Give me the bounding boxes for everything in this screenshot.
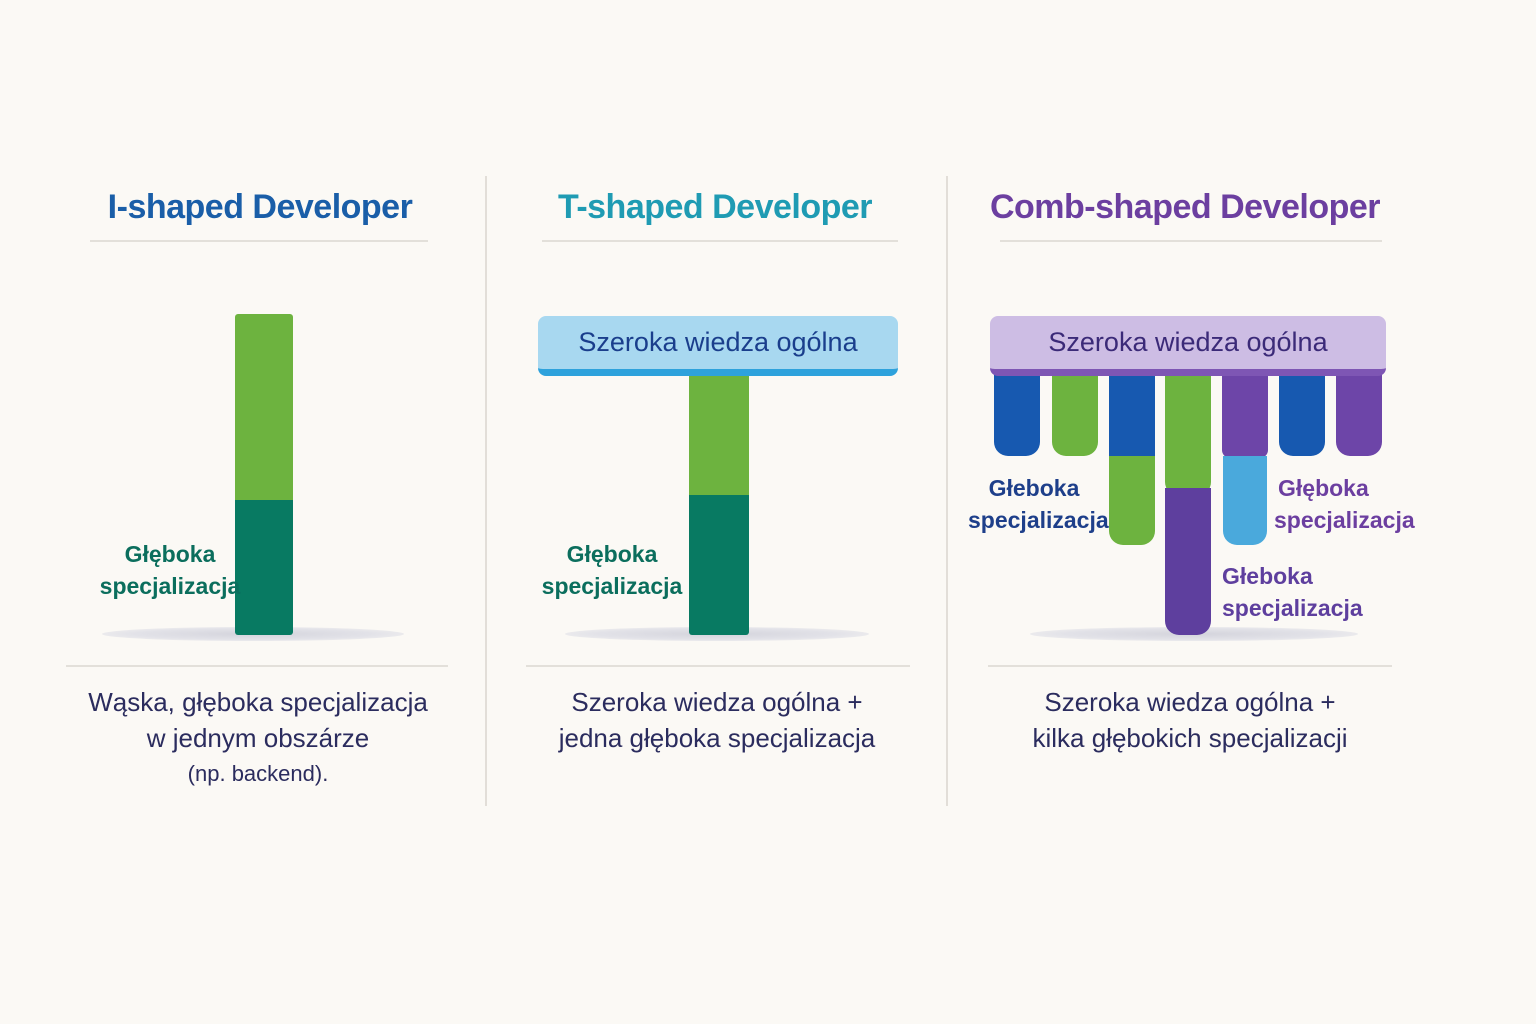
t-shaped-bar-label: Głęboka specjalizacja [527, 538, 697, 602]
i-shaped-bottom-rule [66, 665, 448, 667]
comb-label-left: Głeboka specjalizacja [968, 472, 1109, 536]
comb-label-center: Głeboka specjalizacja [1222, 560, 1363, 624]
t-shaped-title: T-shaped Developer [557, 188, 873, 226]
panel-divider-2 [946, 176, 948, 806]
comb-label-left-line1: Głeboka [988, 475, 1080, 501]
comb-shaped-general-knowledge-bar: Szeroka wiedza ogólna [990, 316, 1386, 376]
comb-tooth-3-lower [1109, 456, 1155, 545]
comb-shaped-title: Comb-shaped Developer [989, 188, 1381, 226]
i-shaped-title: I-shaped Developer [107, 188, 413, 226]
t-shaped-desc-line2: jedna głęboka specjalizacja [558, 723, 876, 753]
i-shaped-desc-line3: (np. backend). [187, 761, 329, 786]
t-shaped-bar-lower [689, 495, 749, 635]
i-shaped-description: Wąska, głęboka specjalizacja w jednym ob… [58, 684, 458, 792]
comb-label-right: Głęboka specjalizacja [1274, 472, 1415, 536]
i-shaped-bar-label-line1: Głęboka [124, 541, 216, 567]
i-shaped-bar-label-line2: specjalizacja [99, 573, 241, 599]
comb-label-center-line2: specjalizacja [1222, 595, 1363, 621]
i-shaped-desc-line2: w jednym obszárze [146, 723, 370, 753]
i-shaped-panel: I-shaped Developer Głęboka specjalizacja… [0, 0, 485, 1024]
comb-tooth-5-lower [1223, 456, 1267, 545]
t-shaped-description: Szeroka wiedza ogólna + jedna głęboka sp… [517, 684, 917, 756]
i-shaped-bar-label: Głęboka specjalizacja [80, 538, 260, 602]
comb-tooth-4-lower [1165, 488, 1211, 635]
comb-shaped-description: Szeroka wiedza ogólna + kilka głębokich … [990, 684, 1390, 756]
comb-tooth-6 [1279, 360, 1325, 456]
comb-shaped-desc-line1: Szeroka wiedza ogólna + [1044, 687, 1336, 717]
comb-tooth-2 [1052, 360, 1098, 456]
t-shaped-bar-label-line2: specjalizacja [541, 573, 683, 599]
comb-shaped-desc-line2: kilka głębokich specjalizacji [1032, 723, 1348, 753]
i-shaped-desc-line1: Wąska, głęboka specjalizacja [88, 687, 428, 717]
t-shaped-title-rule [542, 240, 898, 242]
t-shaped-bar-upper [689, 376, 749, 495]
i-shaped-bar-upper [235, 314, 293, 500]
t-shaped-bottom-rule [526, 665, 910, 667]
comb-tooth-4-upper [1165, 360, 1211, 496]
i-shaped-title-rule [90, 240, 428, 242]
comb-tooth-1 [994, 360, 1040, 456]
comb-tooth-3-upper [1109, 360, 1155, 456]
i-shaped-bar-lower [235, 500, 293, 635]
comb-label-right-line2: specjalizacja [1274, 507, 1415, 533]
comb-label-center-line1: Głeboka [1222, 563, 1313, 589]
comb-label-right-line1: Głęboka [1278, 475, 1369, 501]
t-shaped-bar-label-line1: Głęboka [566, 541, 658, 567]
t-shaped-general-knowledge-bar: Szeroka wiedza ogólna [538, 316, 898, 376]
t-shaped-desc-line1: Szeroka wiedza ogólna + [571, 687, 863, 717]
comb-shaped-bottom-rule [988, 665, 1392, 667]
comb-shaped-title-rule [1000, 240, 1382, 242]
comb-label-left-line2: specjalizacja [968, 507, 1109, 533]
t-shaped-panel: T-shaped Developer Szeroka wiedza ogólna… [487, 0, 946, 1024]
comb-tooth-7 [1336, 360, 1382, 456]
panel-divider-1 [485, 176, 487, 806]
comb-shaped-panel: Comb-shaped Developer Szeroka wiedza ogó… [948, 0, 1536, 1024]
comb-tooth-5-upper [1222, 360, 1268, 458]
